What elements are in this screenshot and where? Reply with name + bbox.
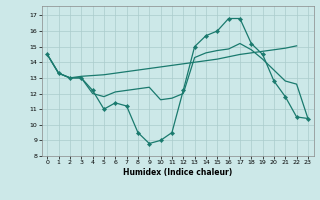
X-axis label: Humidex (Indice chaleur): Humidex (Indice chaleur) bbox=[123, 168, 232, 177]
